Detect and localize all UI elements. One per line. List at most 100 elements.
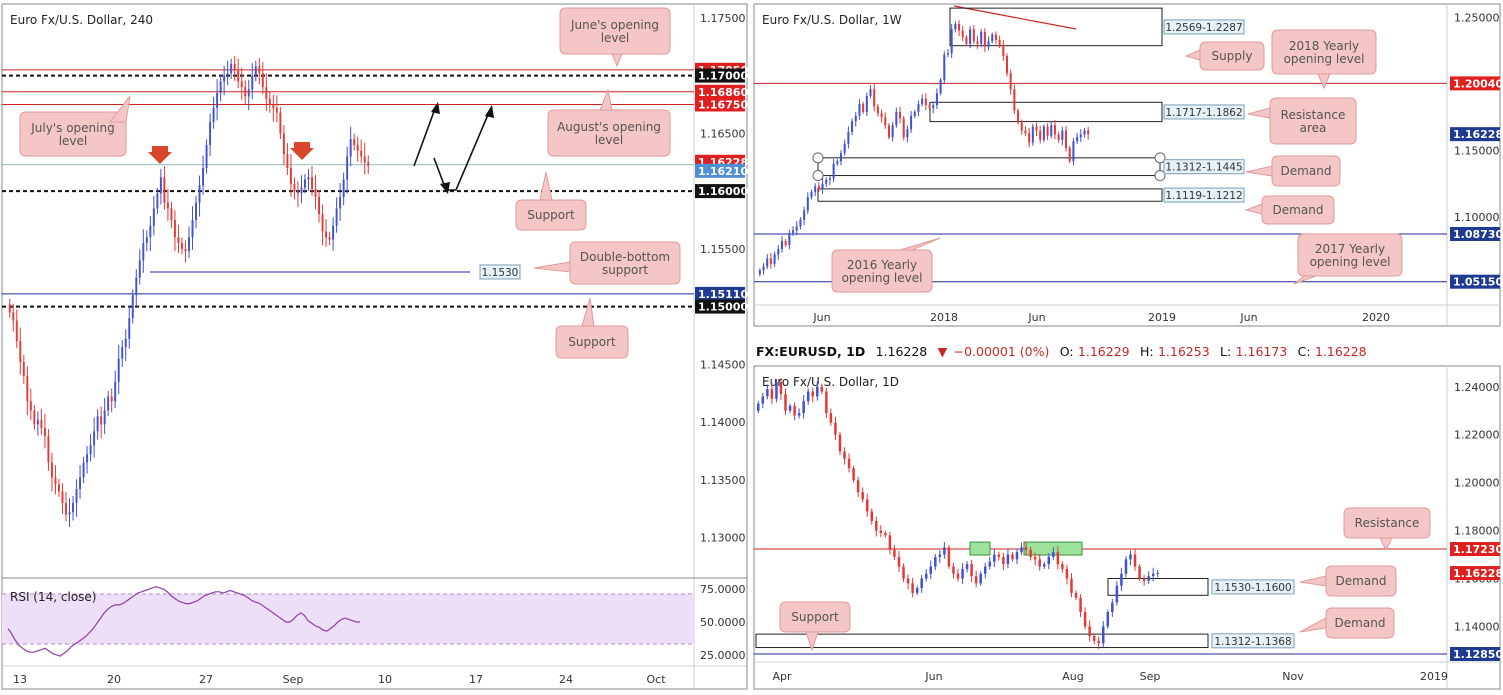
note-july-opening: July's opening level [19, 95, 131, 157]
y-tick-weekly: 1.25000 [1454, 11, 1500, 24]
candle [79, 477, 82, 490]
candle [40, 419, 43, 428]
price-tag-daily: 1.12850 [1453, 648, 1503, 661]
candle [836, 161, 839, 164]
candle [947, 547, 951, 567]
price-tag-4h-bg [695, 68, 745, 83]
candle [205, 144, 208, 168]
candle [880, 113, 883, 118]
candle [828, 178, 831, 180]
note-resistance-area: Resistance area [1247, 97, 1357, 145]
x-tick-daily: 2019 [1420, 670, 1448, 683]
note-double-bottom-bubble [569, 241, 681, 285]
price-tag-daily: 1.16228 [1453, 567, 1503, 580]
candle [788, 405, 792, 411]
note-supply-text: Supply [1212, 49, 1253, 63]
note-demand-weekly-2: Demand [1244, 195, 1335, 225]
note-resistance-area-text: Resistance area [1281, 108, 1346, 135]
candle [806, 391, 810, 402]
note-2016-yearly-text: 2016 Yearly opening level [842, 258, 923, 285]
candle [1002, 45, 1005, 56]
candle [300, 187, 303, 194]
note-support-daily-bubble [779, 601, 851, 633]
candle [181, 243, 183, 249]
candle [117, 358, 120, 382]
candle [346, 156, 349, 180]
candle [994, 34, 997, 40]
candle [114, 381, 117, 402]
candle [983, 566, 987, 574]
candle [1129, 554, 1132, 560]
price-tag-daily: 1.17230 [1453, 543, 1503, 556]
candle [360, 150, 363, 157]
x-tick-daily: Nov [1282, 670, 1304, 683]
y-tick-rsi: 50.0000 [700, 616, 746, 629]
candle [1042, 564, 1046, 567]
note-2018-yearly-text: 2018 Yearly opening level [1284, 39, 1365, 66]
candle [891, 125, 894, 138]
x-tick-4h: Sep [283, 673, 304, 686]
candle [769, 258, 772, 264]
candle [332, 225, 335, 240]
note-support-4h-2-text: Support [568, 335, 616, 349]
candle [321, 214, 324, 232]
candle [834, 422, 837, 435]
candle [314, 188, 317, 197]
candle [363, 156, 366, 163]
candle [100, 416, 103, 425]
candle [924, 98, 927, 106]
price-tag-4h-bg [695, 286, 745, 301]
candle [86, 454, 89, 463]
candle [1002, 556, 1005, 565]
candle [1061, 130, 1064, 140]
note-june-opening: June's opening level [559, 7, 671, 68]
y-tick-4h: 1.14000 [700, 416, 746, 429]
candle [762, 266, 765, 271]
x-tick-daily: Apr [772, 670, 792, 683]
y-tick-daily: 1.24000 [1454, 381, 1500, 394]
y-tick-daily: 1.20000 [1454, 477, 1500, 490]
candle [1035, 126, 1038, 131]
candle [233, 64, 236, 70]
candle [856, 480, 860, 493]
candle [33, 410, 36, 425]
candle [103, 410, 106, 425]
x-tick-daily: Aug [1062, 670, 1083, 683]
close-value: 1.16228 [1315, 344, 1367, 359]
y-tick-rsi: 75.0000 [700, 583, 746, 596]
candle [367, 162, 370, 166]
price-tag-4h-bg [695, 97, 745, 112]
candle [170, 208, 173, 220]
note-double-bottom: Double-bottom support [533, 241, 681, 285]
scenario-path-1 [413, 105, 437, 167]
x-tick-weekly: 2018 [930, 311, 958, 324]
candle [135, 277, 138, 296]
x-tick-daily: Jun [924, 670, 942, 683]
note-demand-daily-2: Demand [1299, 607, 1395, 639]
candle [251, 75, 254, 90]
candle [852, 468, 855, 481]
price-tag-4h-bg [695, 184, 745, 199]
candle [318, 196, 321, 215]
note-august-opening-text: August's opening level [557, 120, 661, 147]
candle [107, 396, 110, 411]
candle [156, 193, 159, 209]
candle [773, 254, 776, 264]
candle [89, 445, 92, 455]
note-double-bottom-text: Double-bottom support [580, 250, 670, 277]
highlight-box [969, 541, 991, 556]
candle [870, 511, 874, 521]
candle [946, 53, 949, 55]
candle [777, 249, 780, 255]
price-tag-4h: 1.16000 [698, 185, 748, 198]
arrow-head-icon [431, 102, 440, 114]
candle [272, 104, 275, 108]
candle [802, 401, 805, 414]
candle [884, 532, 887, 536]
candle [924, 573, 928, 579]
candle [917, 103, 920, 112]
candle [897, 556, 901, 567]
candle [954, 23, 957, 30]
candle [1005, 55, 1009, 74]
note-support-4h-bubble [515, 199, 587, 231]
